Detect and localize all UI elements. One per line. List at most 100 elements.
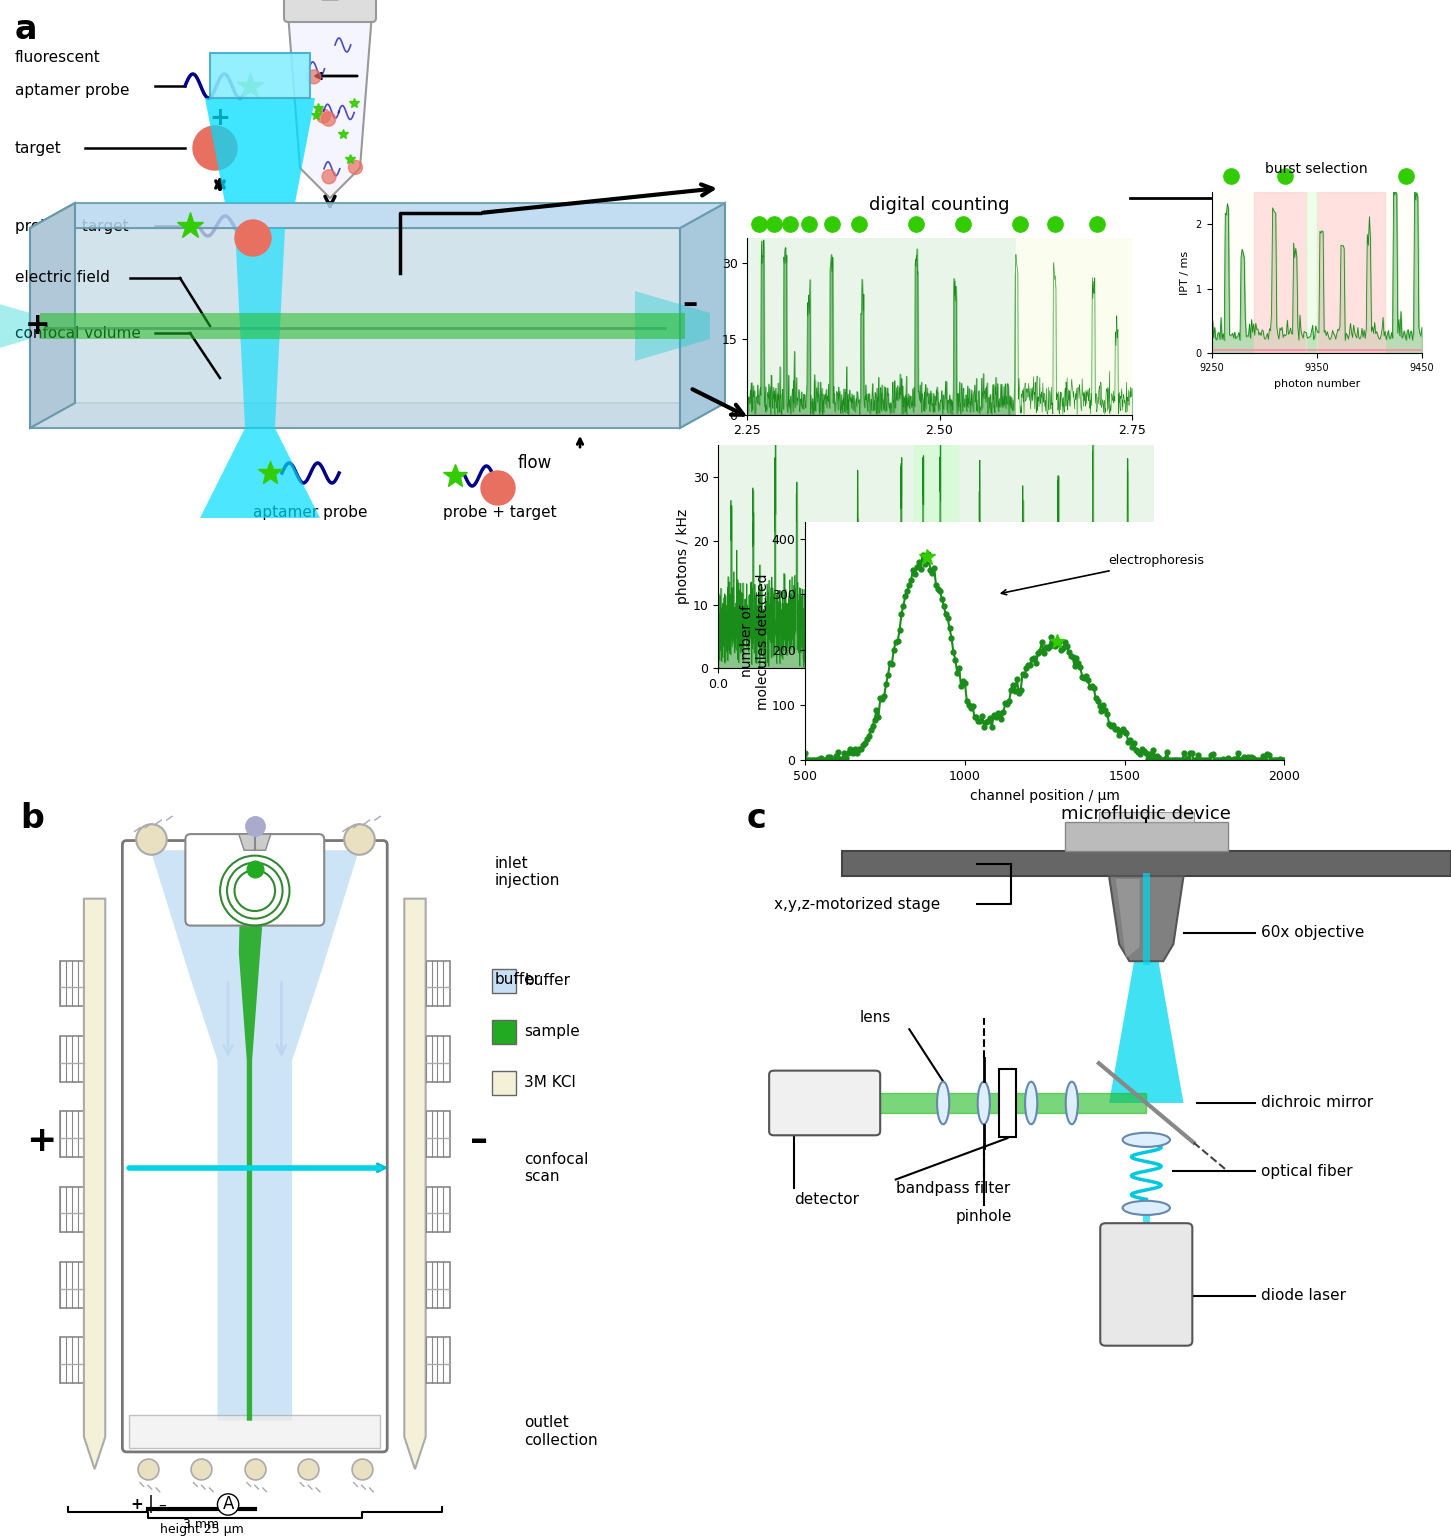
Ellipse shape <box>1123 1132 1170 1147</box>
Text: electric field: electric field <box>15 270 110 286</box>
Polygon shape <box>405 899 425 1468</box>
Bar <box>59 1338 84 1382</box>
X-axis label: channel position / μm: channel position / μm <box>969 788 1120 803</box>
Text: diode laser: diode laser <box>1261 1289 1347 1303</box>
Y-axis label: IPT / ms: IPT / ms <box>1180 250 1190 295</box>
Ellipse shape <box>1024 1081 1037 1124</box>
Text: bandpass filter: bandpass filter <box>895 1181 1010 1195</box>
Text: electrophoresis: electrophoresis <box>1001 554 1204 594</box>
Text: 60x objective: 60x objective <box>1261 925 1365 940</box>
Title: burst selection: burst selection <box>1265 161 1368 175</box>
Ellipse shape <box>937 1081 949 1124</box>
Circle shape <box>322 112 335 126</box>
Circle shape <box>306 69 321 84</box>
Bar <box>425 960 450 1006</box>
Polygon shape <box>30 203 75 429</box>
Text: pinhole: pinhole <box>956 1209 1011 1224</box>
Bar <box>425 1035 450 1081</box>
X-axis label: time / s: time / s <box>910 696 962 711</box>
FancyBboxPatch shape <box>842 851 1451 876</box>
Bar <box>425 1338 450 1382</box>
Polygon shape <box>30 227 681 429</box>
X-axis label: photon number: photon number <box>1274 378 1360 389</box>
Text: sample: sample <box>524 1025 580 1038</box>
Text: outlet
collection: outlet collection <box>524 1415 598 1447</box>
Circle shape <box>235 220 271 257</box>
FancyBboxPatch shape <box>186 834 324 926</box>
Bar <box>59 1111 84 1157</box>
Text: detector: detector <box>794 1192 859 1207</box>
Text: inlet
injection: inlet injection <box>495 856 560 888</box>
Text: confocal volume: confocal volume <box>15 326 141 341</box>
FancyBboxPatch shape <box>210 54 311 98</box>
Polygon shape <box>41 313 685 339</box>
Bar <box>59 1187 84 1232</box>
Text: probe + target: probe + target <box>443 505 557 521</box>
Text: 488 nm: 488 nm <box>1139 1255 1154 1313</box>
Text: –: – <box>682 289 698 318</box>
FancyBboxPatch shape <box>1100 1223 1193 1346</box>
Circle shape <box>480 472 515 505</box>
Text: c: c <box>747 802 766 836</box>
Polygon shape <box>30 203 726 227</box>
Text: electro-
pherogram: electro- pherogram <box>1300 226 1400 269</box>
Bar <box>1000 1069 1016 1137</box>
Bar <box>59 1035 84 1081</box>
Bar <box>914 445 958 668</box>
Polygon shape <box>681 203 726 429</box>
Polygon shape <box>1109 876 1184 962</box>
Circle shape <box>348 160 363 175</box>
Text: microfluidic device: microfluidic device <box>1061 805 1232 823</box>
Text: lens: lens <box>860 1011 891 1026</box>
Polygon shape <box>151 851 358 1421</box>
FancyBboxPatch shape <box>492 1020 517 1044</box>
Bar <box>1017 238 1132 415</box>
Polygon shape <box>0 290 30 361</box>
Bar <box>425 1187 450 1232</box>
FancyBboxPatch shape <box>1098 813 1194 822</box>
Text: –: – <box>470 1124 488 1158</box>
Text: target: target <box>15 140 62 155</box>
Circle shape <box>316 109 331 123</box>
Polygon shape <box>235 227 284 429</box>
Polygon shape <box>287 12 371 198</box>
FancyBboxPatch shape <box>284 0 376 22</box>
Ellipse shape <box>978 1081 990 1124</box>
Text: –: – <box>158 1498 167 1513</box>
FancyBboxPatch shape <box>122 840 387 1452</box>
Polygon shape <box>636 290 710 361</box>
FancyBboxPatch shape <box>492 969 517 992</box>
Ellipse shape <box>1123 1201 1170 1215</box>
Polygon shape <box>239 834 271 851</box>
Text: aptamer probe: aptamer probe <box>15 83 129 97</box>
Text: aptamer probe: aptamer probe <box>252 505 367 521</box>
Text: +: + <box>26 1124 57 1158</box>
FancyBboxPatch shape <box>492 1071 517 1095</box>
Y-axis label: photons / kHz: photons / kHz <box>676 508 689 605</box>
FancyBboxPatch shape <box>1065 822 1228 851</box>
Polygon shape <box>200 429 321 518</box>
Polygon shape <box>129 1415 380 1447</box>
Text: b: b <box>20 802 44 834</box>
Text: |: | <box>148 1496 154 1513</box>
Polygon shape <box>1116 879 1139 958</box>
Bar <box>1316 192 1386 353</box>
Text: buffer: buffer <box>495 972 541 988</box>
Polygon shape <box>1109 962 1184 1103</box>
Bar <box>1306 192 1316 353</box>
Text: confocal
scan: confocal scan <box>524 1152 589 1184</box>
Bar <box>59 1263 84 1307</box>
Text: probe + target: probe + target <box>15 218 129 233</box>
Text: optical fiber: optical fiber <box>1261 1164 1352 1178</box>
Title: digital counting: digital counting <box>869 197 1010 215</box>
Polygon shape <box>205 98 315 203</box>
Ellipse shape <box>1065 1081 1078 1124</box>
Polygon shape <box>84 899 106 1468</box>
Text: buffer: buffer <box>524 972 570 988</box>
Bar <box>59 960 84 1006</box>
Text: APD: APD <box>807 1094 842 1112</box>
FancyBboxPatch shape <box>769 1071 881 1135</box>
Polygon shape <box>30 402 726 429</box>
Circle shape <box>193 126 237 170</box>
Bar <box>1254 192 1306 353</box>
